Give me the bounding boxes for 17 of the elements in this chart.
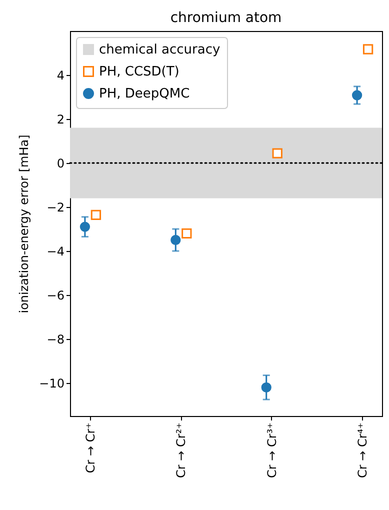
legend-label: chemical accuracy — [99, 42, 220, 58]
x-tick-label: Cr → Cr⁴⁺ — [356, 422, 370, 478]
y-tick-label: −6 — [46, 288, 64, 302]
x-tick-label: Cr → Cr³⁺ — [264, 422, 279, 478]
x-tick-label: Cr → Cr⁺ — [83, 422, 98, 474]
x-tick-label: Cr → Cr²⁺ — [174, 422, 188, 478]
y-tick-label: −4 — [46, 244, 64, 258]
legend-label: PH, CCSD(T) — [99, 64, 180, 80]
y-tick-label: −2 — [46, 200, 64, 214]
y-axis-title: ionization-energy error [mHa] — [17, 134, 32, 314]
chart-title: chromium atom — [170, 10, 282, 26]
y-tick-label: 4 — [56, 68, 64, 82]
y-tick-label: −8 — [46, 332, 64, 346]
y-tick-label: 2 — [56, 112, 64, 126]
y-tick-label: 0 — [56, 156, 64, 170]
y-tick-label: −10 — [39, 376, 64, 390]
legend-label: PH, DeepQMC — [99, 86, 190, 102]
